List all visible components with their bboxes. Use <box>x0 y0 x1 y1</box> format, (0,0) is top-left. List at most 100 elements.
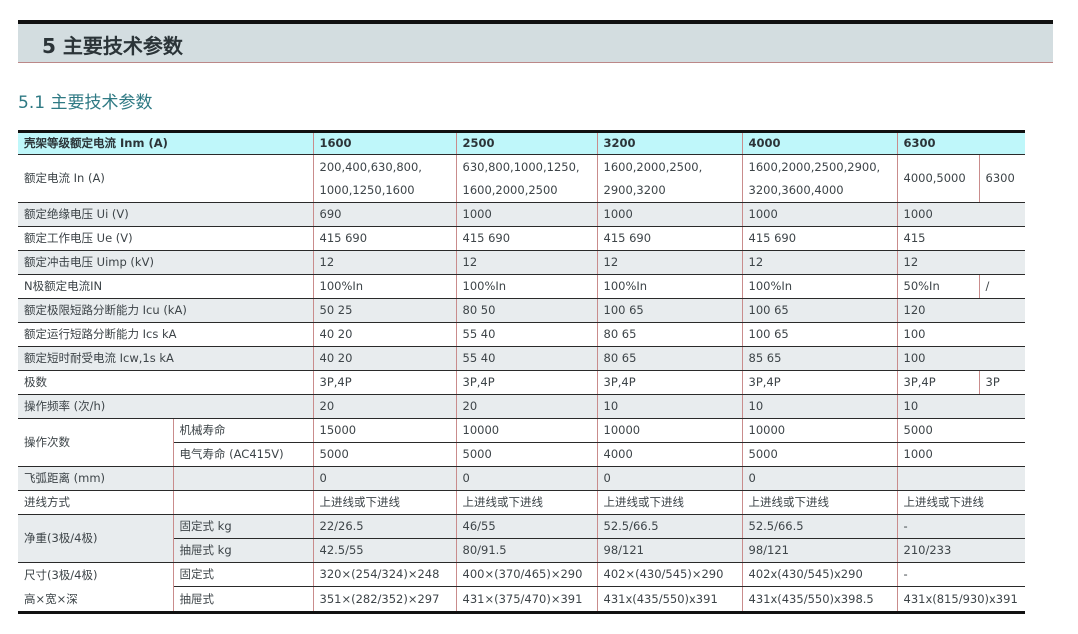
row-label: 额定工作电压 Ue (V) <box>18 226 314 251</box>
technical-parameters-table: 壳架等级额定电流 Inm (A) 1600 2500 3200 4000 6300 额定电流… <box>18 130 1026 614</box>
value-cell: 10000 <box>456 418 598 443</box>
value-cell: 1000 <box>597 202 743 227</box>
value-cell: 3P,4P <box>313 370 457 395</box>
section-title: 5 主要技术参数 <box>42 34 183 58</box>
row-label: N极额定电流IN <box>18 274 314 299</box>
row-label: 飞弧距离 (mm) <box>18 466 174 491</box>
value-cell: 100 65 <box>742 298 898 323</box>
row-label: 净重(3极/4极) <box>18 514 174 563</box>
value-cell: 52.5/66.5 <box>742 514 898 539</box>
row-label: 极数 <box>18 370 314 395</box>
value-cell: 80 65 <box>597 346 743 371</box>
row-sublabel: 抽屉式 kg <box>173 538 314 563</box>
table-row: 额定工作电压 Ue (V) 415 690 415 690 415 690 415 69… <box>18 226 1026 251</box>
header-column-3200: 3200 <box>597 131 743 155</box>
value-cell: 46/55 <box>456 514 598 539</box>
value-cell: / <box>979 274 1026 299</box>
row-label: 额定电流 In (A) <box>18 154 314 203</box>
table-row: 操作频率 (次/h) 20 20 10 10 10 <box>18 394 1026 419</box>
value-cell: 20 <box>313 394 457 419</box>
value-cell: 320×(254/324)×248 <box>313 562 457 588</box>
value-cell: 1000 <box>897 202 1026 227</box>
row-label: 额定冲击电压 Uimp (kV) <box>18 250 314 275</box>
table-row: 额定电流 In (A) 200,400,630,800, 1000,1250,16… <box>18 154 1026 203</box>
value-cell: 上进线或下进线 <box>597 490 743 515</box>
value-cell: 10000 <box>597 418 743 443</box>
header-column-1600: 1600 <box>313 131 457 155</box>
value-cell: 15000 <box>313 418 457 443</box>
value-cell: 55 40 <box>456 322 598 347</box>
value-cell: 351×(282/352)×297 <box>313 586 457 613</box>
row-sublabel: 抽屉式 <box>173 586 314 613</box>
value-cell: 5000 <box>897 418 1026 443</box>
table-row: 进线方式 上进线或下进线 上进线或下进线 上进线或下进线 上进线或下进线 上进线或下进线 <box>18 490 1026 515</box>
section-header-bar: 5 主要技术参数 <box>18 20 1053 63</box>
value-cell: 上进线或下进线 <box>456 490 598 515</box>
value-cell: 100%In <box>456 274 598 299</box>
value-cell: 10 <box>597 394 743 419</box>
value-cell: 1600,2000,2500, 2900,3200 <box>597 154 743 203</box>
value-cell: 100%In <box>313 274 457 299</box>
row-label-line: 高×宽×深 <box>24 592 78 606</box>
row-label: 尺寸(3极/4极) 高×宽×深 <box>18 562 174 613</box>
value-cell: 3P,4P <box>742 370 898 395</box>
value-cell: 40 20 <box>313 322 457 347</box>
value-cell: 120 <box>897 298 1026 323</box>
value-cell: 210/233 <box>897 538 1026 563</box>
value-cell: 415 690 <box>313 226 457 251</box>
value-cell: 415 690 <box>742 226 898 251</box>
value-cell: 10000 <box>742 418 898 443</box>
table-row: 净重(3极/4极) 固定式 kg 22/26.5 46/55 52.5/66.5 52.5… <box>18 514 1026 563</box>
value-cell: 22/26.5 <box>313 514 457 539</box>
value-cell: 400×(370/465)×290 <box>456 562 598 588</box>
value-cell: 42.5/55 <box>313 538 457 563</box>
value-cell <box>897 466 1026 491</box>
value-cell: 4000 <box>597 442 743 467</box>
value-cell: 上进线或下进线 <box>897 490 1026 515</box>
table-row: 额定运行短路分断能力 Ics kA 40 20 55 40 80 65 100 65 10… <box>18 322 1026 347</box>
row-label: 额定运行短路分断能力 Ics kA <box>18 322 314 347</box>
value-cell: 431x(815/930)x391 <box>897 586 1026 613</box>
row-label: 额定短时耐受电流 Icw,1s kA <box>18 346 314 371</box>
header-column-4000: 4000 <box>742 131 898 155</box>
value-cell: 80 50 <box>456 298 598 323</box>
value-cell: 100%In <box>597 274 743 299</box>
header-column-6300: 6300 <box>897 131 1026 155</box>
value-cell: 3P,4P <box>597 370 743 395</box>
row-label: 进线方式 <box>18 490 174 515</box>
table-row: 额定短时耐受电流 Icw,1s kA 40 20 55 40 80 65 85 65 10… <box>18 346 1026 371</box>
value-cell: 80/91.5 <box>456 538 598 563</box>
value-cell: 3P,4P <box>897 370 980 395</box>
value-cell: 100 65 <box>597 298 743 323</box>
value-cell: 100 <box>897 322 1026 347</box>
value-cell: 100 <box>897 346 1026 371</box>
row-sublabel <box>173 490 314 515</box>
subsection-title: 5.1 主要技术参数 <box>18 93 153 113</box>
value-cell: 4000,5000 <box>897 154 980 203</box>
table-row: 操作次数 机械寿命 15000 10000 10000 10000 5000 <box>18 418 1026 467</box>
table-row: 抽屉式 kg 42.5/55 80/91.5 98/121 98/121 210/233 <box>18 538 1026 563</box>
value-cell: 0 <box>456 466 598 491</box>
table-row: 尺寸(3极/4极) 高×宽×深 固定式 320×(254/324)×248 400×(3… <box>18 562 1026 613</box>
value-cell: 0 <box>742 466 898 491</box>
table-row: 额定绝缘电压 Ui (V) 690 1000 1000 1000 1000 <box>18 202 1026 227</box>
table-row: 极数 3P,4P 3P,4P 3P,4P 3P,4P 3P,4P 3P <box>18 370 1026 395</box>
value-cell: 100%In <box>742 274 898 299</box>
value-cell: 10 <box>897 394 1026 419</box>
value-cell: 3P,4P <box>456 370 598 395</box>
row-label: 操作次数 <box>18 418 174 467</box>
value-cell: 431x(435/550)x391 <box>597 586 743 613</box>
row-sublabel: 固定式 kg <box>173 514 314 539</box>
row-label: 操作频率 (次/h) <box>18 394 314 419</box>
value-cell: 415 <box>897 226 1026 251</box>
row-sublabel <box>173 466 314 491</box>
row-label-line: 尺寸(3极/4极) <box>24 568 98 582</box>
value-cell: 431×(375/470)×391 <box>456 586 598 613</box>
value-cell: 上进线或下进线 <box>742 490 898 515</box>
value-cell: 6300 <box>979 154 1026 203</box>
header-label: 壳架等级额定电流 Inm (A) <box>18 131 314 155</box>
row-sublabel: 固定式 <box>173 562 314 588</box>
table-row: 额定极限短路分断能力 Icu (kA) 50 25 80 50 100 65 100 6… <box>18 298 1026 323</box>
value-cell: 98/121 <box>742 538 898 563</box>
value-cell: 3P <box>979 370 1026 395</box>
